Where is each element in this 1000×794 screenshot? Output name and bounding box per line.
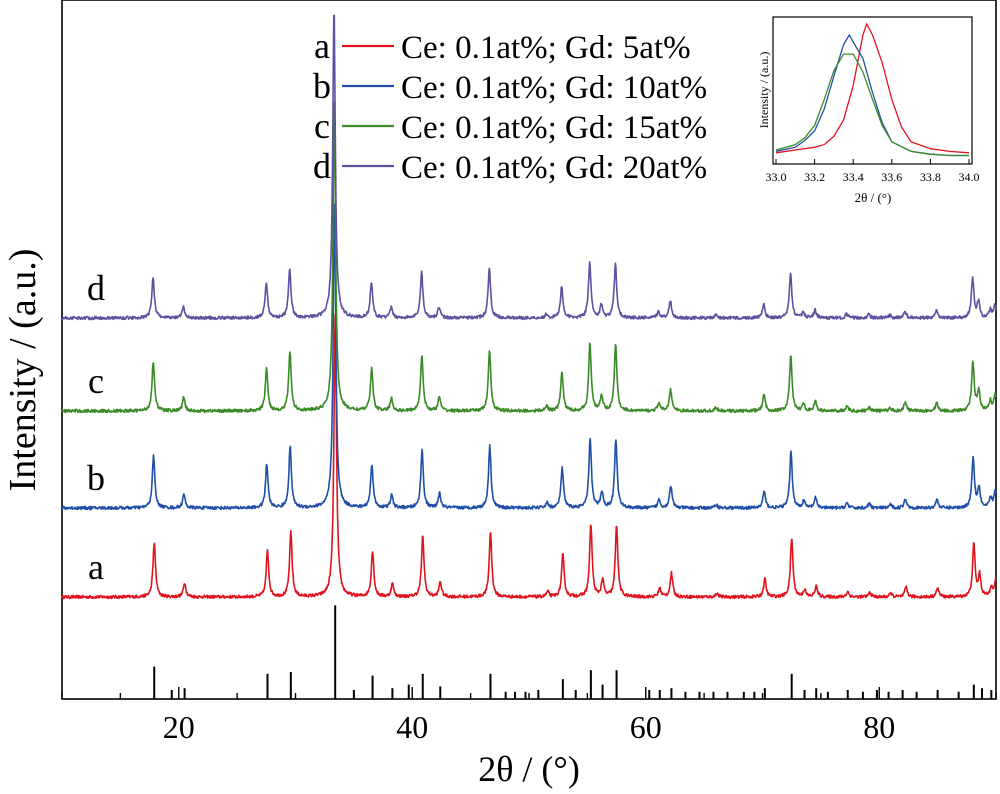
inset-traces: [775, 22, 970, 157]
inset-x-axis-title: 2θ / (°): [855, 190, 892, 205]
xrd-traces: [61, 14, 997, 600]
trace-label-b: b: [87, 458, 105, 498]
x-tick-label: 60: [630, 709, 662, 745]
inset-tick-label: 33.4: [843, 170, 864, 184]
trace-b: [61, 203, 997, 511]
inset-tick-label: 33.2: [804, 170, 825, 184]
reference-sticks: [153, 605, 993, 699]
trace-c: [61, 101, 997, 414]
legend: a Ce: 0.1at%; Gd: 5at% b Ce: 0.1at%; Gd: 10…: [313, 26, 707, 186]
legend-text: Ce: 0.1at%; Gd: 20at%: [401, 150, 707, 186]
inset-tick-label: 33.8: [920, 170, 941, 184]
x-tick-label: 20: [163, 709, 195, 745]
inset-trace: [775, 53, 969, 157]
trace-label-c: c: [88, 361, 104, 401]
x-axis-title: 2θ / (°): [478, 749, 580, 789]
legend-text: Ce: 0.1at%; Gd: 5at%: [401, 30, 691, 66]
trace-d: [61, 14, 997, 321]
legend-letter-d: d: [313, 146, 331, 186]
trace-labels: a b c d: [87, 268, 105, 587]
legend-text: Ce: 0.1at%; Gd: 15at%: [401, 110, 707, 146]
x-tick-label: 80: [863, 709, 895, 745]
legend-letter-c: c: [314, 106, 330, 146]
inset-y-axis-title: Intensity / (a.u.): [757, 52, 771, 129]
inset-tick-label: 33.0: [766, 170, 787, 184]
x-tick-label: 40: [396, 709, 428, 745]
trace-label-d: d: [87, 268, 105, 308]
legend-text: Ce: 0.1at%; Gd: 10at%: [401, 70, 707, 106]
legend-letter-b: b: [313, 66, 331, 106]
inset-tick-label: 33.6: [881, 170, 902, 184]
inset-x-ticks: 33.0 33.2 33.4 33.6 33.8 34.0: [766, 159, 980, 184]
inset-trace: [775, 22, 970, 154]
legend-letter-a: a: [314, 26, 330, 66]
inset-tick-label: 34.0: [959, 170, 980, 184]
trace-label-a: a: [88, 547, 104, 587]
inset-chart: 33.0 33.2 33.4 33.6 33.8 34.0 2θ / (°) Intens…: [757, 16, 980, 205]
trace-a: [61, 313, 997, 600]
x-axis-ticks: 20 40 60 80: [61, 687, 997, 745]
y-axis-title: Intensity / (a.u.): [2, 249, 44, 492]
